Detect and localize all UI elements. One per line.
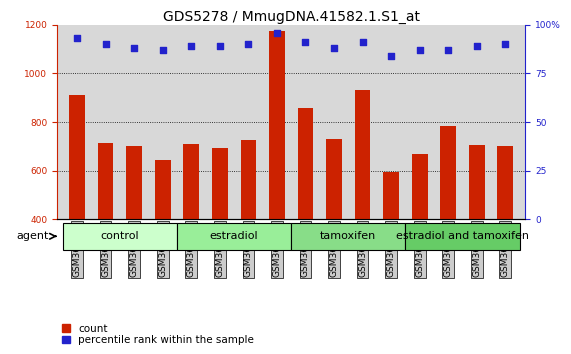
Bar xyxy=(126,147,142,219)
Bar xyxy=(326,139,342,219)
Point xyxy=(301,40,310,45)
Bar xyxy=(383,172,399,219)
Bar xyxy=(469,145,485,219)
Text: tamoxifen: tamoxifen xyxy=(320,231,376,241)
Legend: count, percentile rank within the sample: count, percentile rank within the sample xyxy=(62,324,254,345)
Point xyxy=(187,44,196,49)
Point xyxy=(215,44,224,49)
Point xyxy=(73,35,82,41)
Bar xyxy=(98,143,114,219)
FancyBboxPatch shape xyxy=(177,223,291,250)
Point xyxy=(415,47,424,53)
FancyBboxPatch shape xyxy=(291,223,405,250)
Bar xyxy=(269,31,285,219)
Point xyxy=(387,53,396,59)
Text: agent: agent xyxy=(16,231,49,241)
Text: estradiol and tamoxifen: estradiol and tamoxifen xyxy=(396,231,529,241)
Bar xyxy=(440,126,456,219)
Point xyxy=(244,41,253,47)
Text: control: control xyxy=(100,231,139,241)
Point xyxy=(101,41,110,47)
Bar xyxy=(497,147,513,219)
Point xyxy=(272,30,282,35)
Point xyxy=(444,47,453,53)
Bar xyxy=(183,144,199,219)
Point xyxy=(130,45,139,51)
Title: GDS5278 / MmugDNA.41582.1.S1_at: GDS5278 / MmugDNA.41582.1.S1_at xyxy=(163,10,420,24)
Bar xyxy=(155,160,171,219)
Point xyxy=(501,41,510,47)
Point xyxy=(329,45,339,51)
Bar xyxy=(297,108,313,219)
Bar xyxy=(355,91,371,219)
Point xyxy=(158,47,167,53)
Point xyxy=(472,44,481,49)
Text: estradiol: estradiol xyxy=(210,231,259,241)
FancyBboxPatch shape xyxy=(63,223,177,250)
Bar xyxy=(212,148,228,219)
FancyBboxPatch shape xyxy=(405,223,520,250)
Bar xyxy=(240,141,256,219)
Bar xyxy=(69,95,85,219)
Point xyxy=(358,40,367,45)
Bar xyxy=(412,154,428,219)
